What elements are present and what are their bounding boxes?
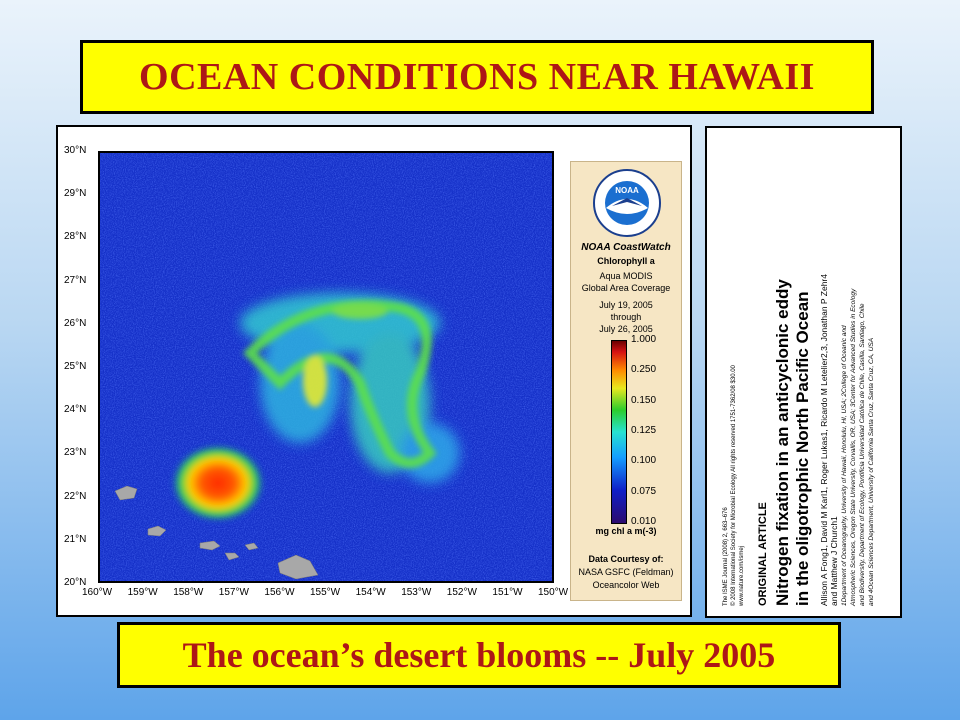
color-scale-tick: 0.250 <box>631 364 657 376</box>
article-affiliation-3: and Biodiversity, Department of Ecology,… <box>859 303 866 606</box>
longitude-tick-label: 153°W <box>401 587 432 598</box>
color-scale-tick: 0.150 <box>631 394 657 406</box>
color-scale-tick: 0.075 <box>631 485 657 497</box>
latitude-tick-label: 20°N <box>64 577 87 588</box>
latitude-tick-label: 25°N <box>64 361 87 372</box>
slide-caption: The ocean’s desert blooms -- July 2005 <box>182 635 776 675</box>
article-authors-1: Allison A Fong1, David M Karl1, Roger Lu… <box>819 274 829 606</box>
longitude-tick-label: 158°W <box>173 587 204 598</box>
journal-url: www.nature.com/ismej <box>739 545 745 606</box>
article-authors-2: and Matthew J Church1 <box>829 516 839 606</box>
legend-source-2: Oceancolor Web <box>592 580 660 590</box>
noaa-logo-text: NOAA <box>615 186 639 195</box>
color-scale-tick: 0.010 <box>631 516 657 527</box>
map-legend: NOAA NOAA CoastWatch Chlorophyll a Aqua … <box>570 161 682 601</box>
longitude-tick-label: 150°W <box>538 587 569 598</box>
article-title-1: Nitrogen fixation in an anticyclonic edd… <box>773 279 792 606</box>
longitude-tick-label: 160°W <box>82 587 113 598</box>
article-affiliation-4: and 4Ocean Sciences Department, Universi… <box>868 337 875 606</box>
title-banner: OCEAN CONDITIONS NEAR HAWAII <box>80 40 874 114</box>
rotated-article-header: The ISME Journal (2008) 2, 663–676 © 200… <box>715 136 895 606</box>
latitude-tick-label: 29°N <box>64 188 87 200</box>
article-section: ORIGINAL ARTICLE <box>757 502 769 606</box>
latitude-tick-label: 30°N <box>64 145 87 156</box>
latitude-tick-label: 28°N <box>64 231 87 243</box>
legend-date-start: July 19, 2005 <box>599 300 653 310</box>
longitude-tick-label: 156°W <box>264 587 295 598</box>
legend-product: NOAA CoastWatch <box>581 242 671 253</box>
journal-copyright: © 2008 International Society for Microbi… <box>731 365 737 606</box>
latitude-tick-label: 23°N <box>64 447 87 459</box>
latitude-tick-label: 26°N <box>64 317 87 329</box>
noaa-logo: NOAA <box>593 169 661 237</box>
caption-banner: The ocean’s desert blooms -- July 2005 <box>117 622 841 688</box>
article-title-2: in the oligotrophic North Pacific Ocean <box>793 291 812 606</box>
journal-article-panel: The ISME Journal (2008) 2, 663–676 © 200… <box>705 126 902 618</box>
journal-citation: The ISME Journal (2008) 2, 663–676 <box>723 507 729 606</box>
latitude-tick-label: 21°N <box>64 533 87 545</box>
latitude-tick-label: 22°N <box>64 490 87 502</box>
longitude-tick-label: 157°W <box>218 587 249 598</box>
legend-coverage: Global Area Coverage <box>581 283 671 293</box>
latitude-tick-label: 24°N <box>64 404 87 416</box>
slide-title: OCEAN CONDITIONS NEAR HAWAII <box>139 56 815 98</box>
longitude-tick-label: 159°W <box>127 587 158 598</box>
legend-source-1: NASA GSFC (Feldman) <box>578 567 674 577</box>
chlorophyll-image <box>100 153 552 581</box>
latitude-tick-label: 27°N <box>64 274 87 286</box>
legend-date-end: July 26, 2005 <box>599 324 653 334</box>
longitude-tick-label: 151°W <box>492 587 523 598</box>
chlorophyll-map <box>98 151 554 583</box>
color-scale-tick: 1.000 <box>631 334 657 345</box>
longitude-tick-label: 152°W <box>446 587 477 598</box>
article-affiliation-1: 1Department of Oceanography, University … <box>841 325 848 606</box>
legend-variable: Chlorophyll a <box>597 256 655 266</box>
chlorophyll-map-panel: 30°N 29°N 28°N 27°N 26°N 25°N 24°N 23°N 22°N 21°N… <box>56 125 692 617</box>
legend-sensor: Aqua MODIS <box>599 271 653 281</box>
longitude-tick-label: 154°W <box>355 587 386 598</box>
color-scale-bar <box>611 340 627 524</box>
color-scale-tick: 0.100 <box>631 455 657 467</box>
article-affiliation-2: Atmospheric Sciences, Oregon State Unive… <box>850 288 857 606</box>
color-scale-tick: 0.125 <box>631 425 657 436</box>
legend-courtesy: Data Courtesy of: <box>588 554 664 564</box>
legend-through: through <box>610 312 642 322</box>
legend-units: mg chl a m(-3) <box>595 526 657 536</box>
longitude-tick-label: 155°W <box>310 587 341 598</box>
